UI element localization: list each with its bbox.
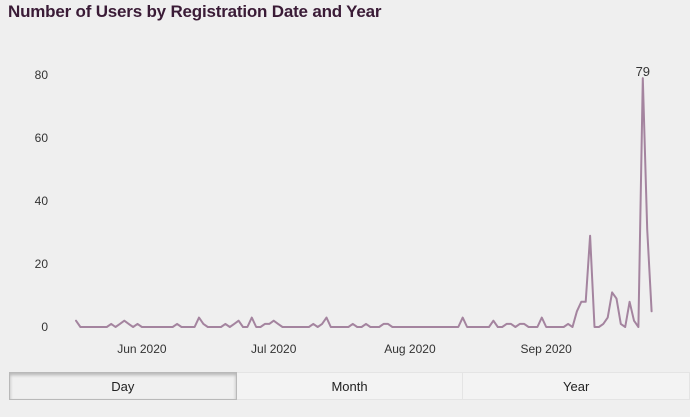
x-tick-label: Jul 2020 <box>251 342 297 356</box>
tab-year[interactable]: Year <box>463 372 690 400</box>
y-tick-label: 60 <box>35 131 49 145</box>
x-tick-label: Sep 2020 <box>520 342 572 356</box>
y-tick-label: 80 <box>35 68 49 82</box>
y-tick-label: 40 <box>35 194 49 208</box>
y-tick-label: 0 <box>41 320 48 334</box>
granularity-tabs: Day Month Year <box>9 372 690 402</box>
tab-day[interactable]: Day <box>9 372 237 400</box>
x-tick-label: Jun 2020 <box>117 342 167 356</box>
chart-title: Number of Users by Registration Date and… <box>8 2 382 21</box>
tab-month[interactable]: Month <box>236 372 464 400</box>
peak-data-label: 79 <box>636 64 650 79</box>
y-tick-label: 20 <box>35 257 49 271</box>
line-chart: 0 20 40 60 80 Jun 2020 Jul 2020 Aug 2020 Sep 202… <box>35 64 653 356</box>
series-line <box>75 77 653 328</box>
x-tick-label: Aug 2020 <box>384 342 436 356</box>
